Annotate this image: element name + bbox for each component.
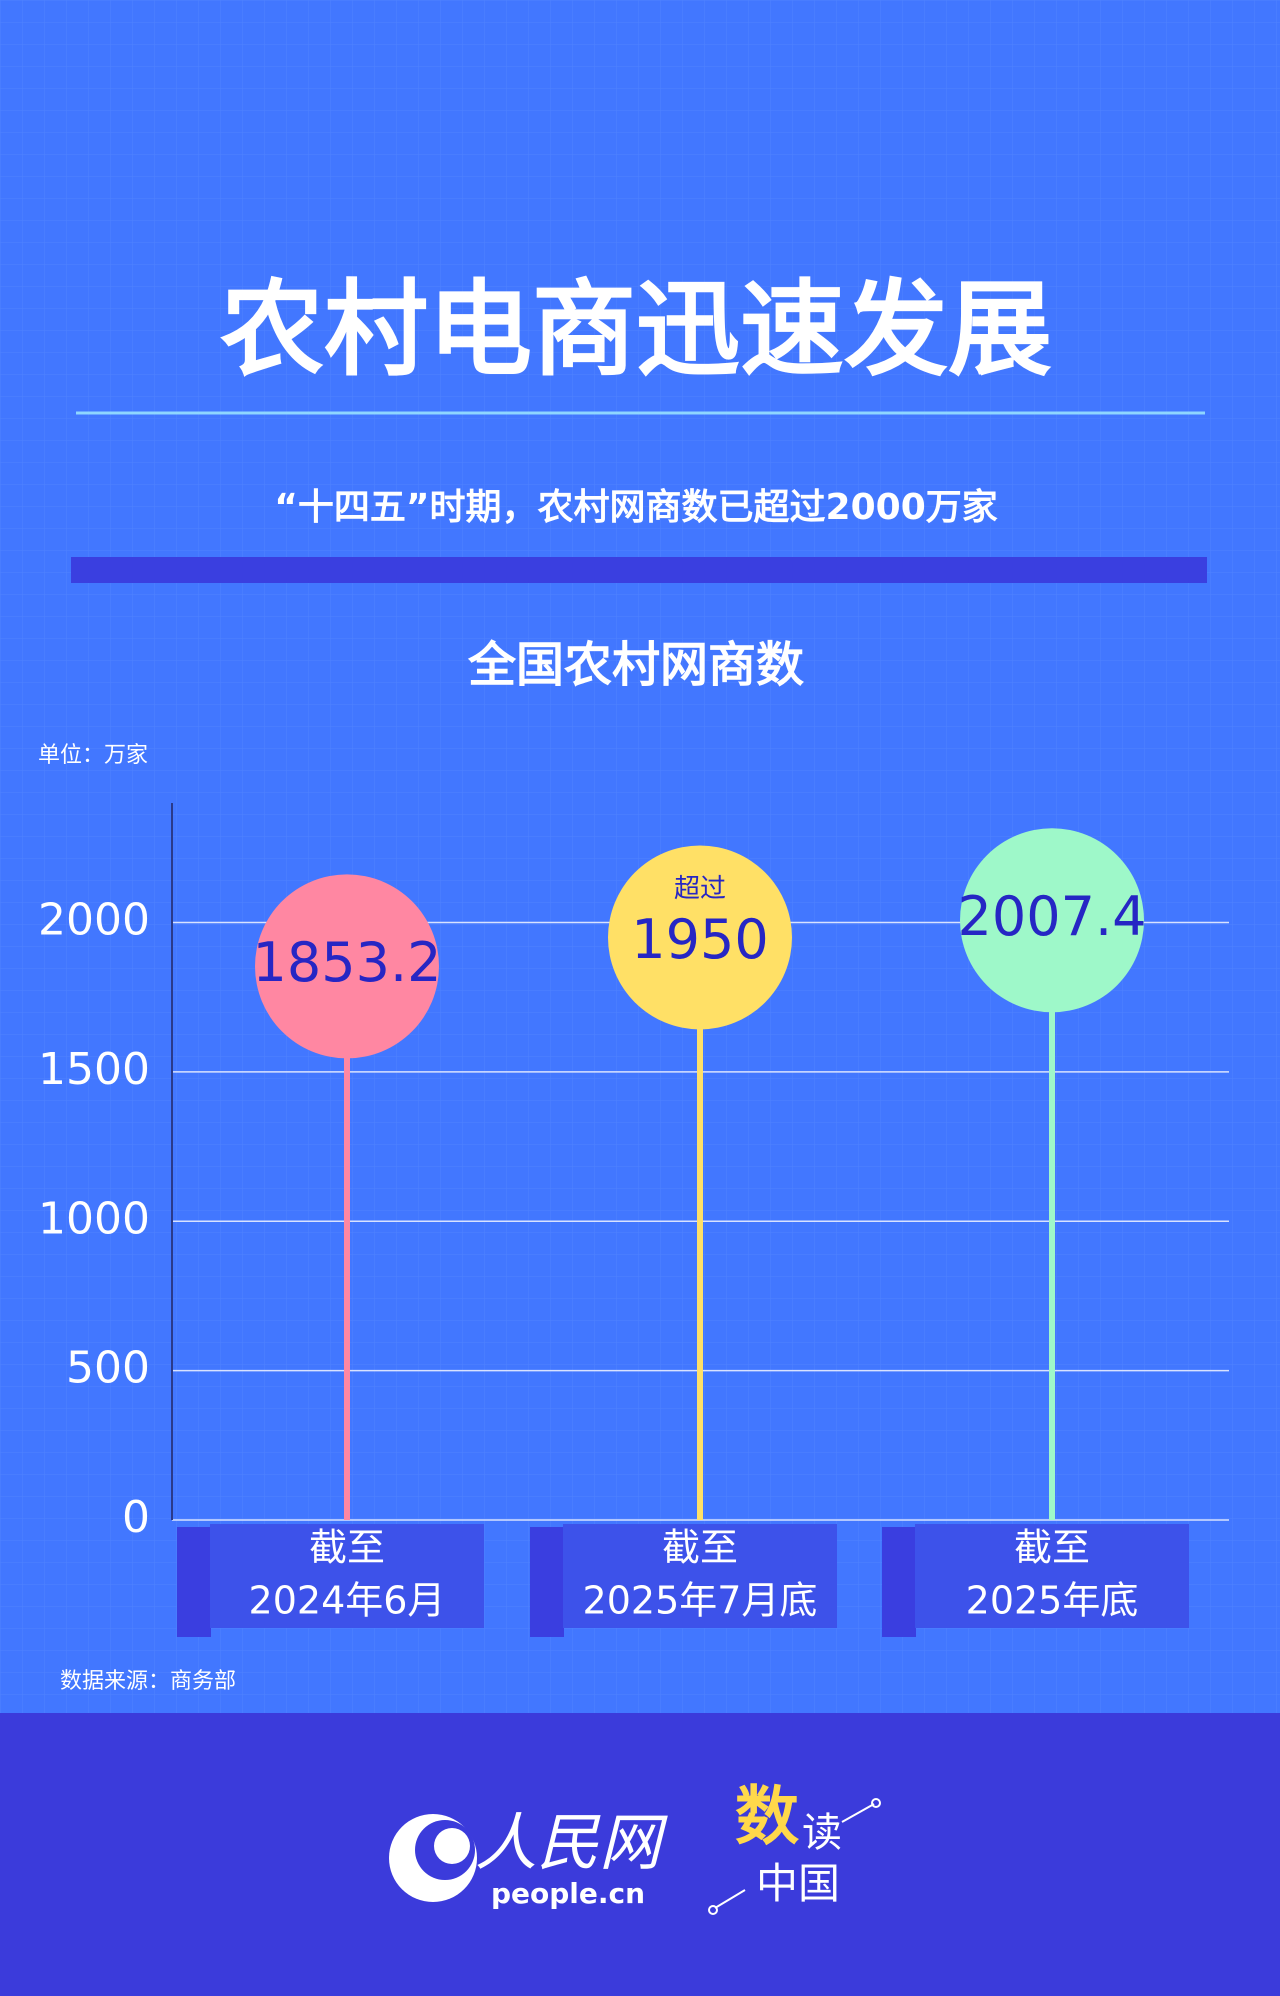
- category-box: [915, 1524, 1189, 1628]
- brand: 数 读 中国: [708, 1780, 881, 1915]
- category-tab: [882, 1527, 916, 1637]
- x-tick-label: 2025年7月底: [583, 1579, 818, 1623]
- lollipop-head: [608, 845, 792, 1030]
- brand-deco: [871, 1798, 881, 1808]
- category-box: [563, 1524, 837, 1628]
- category-tab: [177, 1527, 211, 1637]
- source: 数据来源：商务部: [60, 1669, 236, 1694]
- x-tick-label: 截至: [1014, 1526, 1090, 1570]
- brand-char: 数: [735, 1780, 799, 1855]
- y-tick-label: 500: [66, 1343, 150, 1394]
- brand-deco: [714, 1889, 746, 1909]
- logo-site: people.cn: [491, 1877, 645, 1910]
- brand-char: 读: [802, 1810, 842, 1856]
- lollipop-head: [255, 874, 439, 1059]
- x-tick-label: 截至: [309, 1526, 385, 1570]
- value-note: 超过: [674, 874, 726, 904]
- x-tick-label: 截至: [662, 1526, 738, 1570]
- value-label: 1853.2: [253, 931, 442, 994]
- divider-bar: [71, 557, 1207, 583]
- brand-char: 中国: [756, 1859, 840, 1908]
- brand-deco: [841, 1803, 875, 1823]
- unit-label: 单位：万家: [38, 743, 148, 768]
- brand-deco: [708, 1905, 718, 1915]
- value-label: 2007.4: [958, 885, 1147, 948]
- category-tab: [530, 1527, 564, 1637]
- chart-title: 全国农村网商数: [467, 637, 804, 693]
- logo-text: 人民网: [475, 1806, 668, 1879]
- y-tick-label: 1500: [38, 1044, 150, 1095]
- title: 农村电商迅速发展: [220, 268, 1052, 390]
- y-tick-label: 0: [122, 1492, 150, 1543]
- y-tick-label: 1000: [38, 1193, 150, 1244]
- subtitle: “十四五”时期，农村网商数已超过2000万家: [274, 487, 998, 528]
- plot: 0500100015002000截至2024年6月截至2025年7月底截至202…: [38, 803, 1229, 1637]
- lollipop-head: [960, 828, 1144, 1013]
- category-box: [210, 1524, 484, 1628]
- x-tick-label: 2025年底: [966, 1579, 1139, 1623]
- x-tick-label: 2024年6月: [249, 1579, 446, 1623]
- y-tick-label: 2000: [38, 895, 150, 946]
- value-label: 1950: [631, 908, 768, 971]
- logo: 人民网 people.cn: [389, 1806, 668, 1910]
- logo-icon-dot: [434, 1828, 470, 1864]
- footer-band: [0, 1713, 1280, 1996]
